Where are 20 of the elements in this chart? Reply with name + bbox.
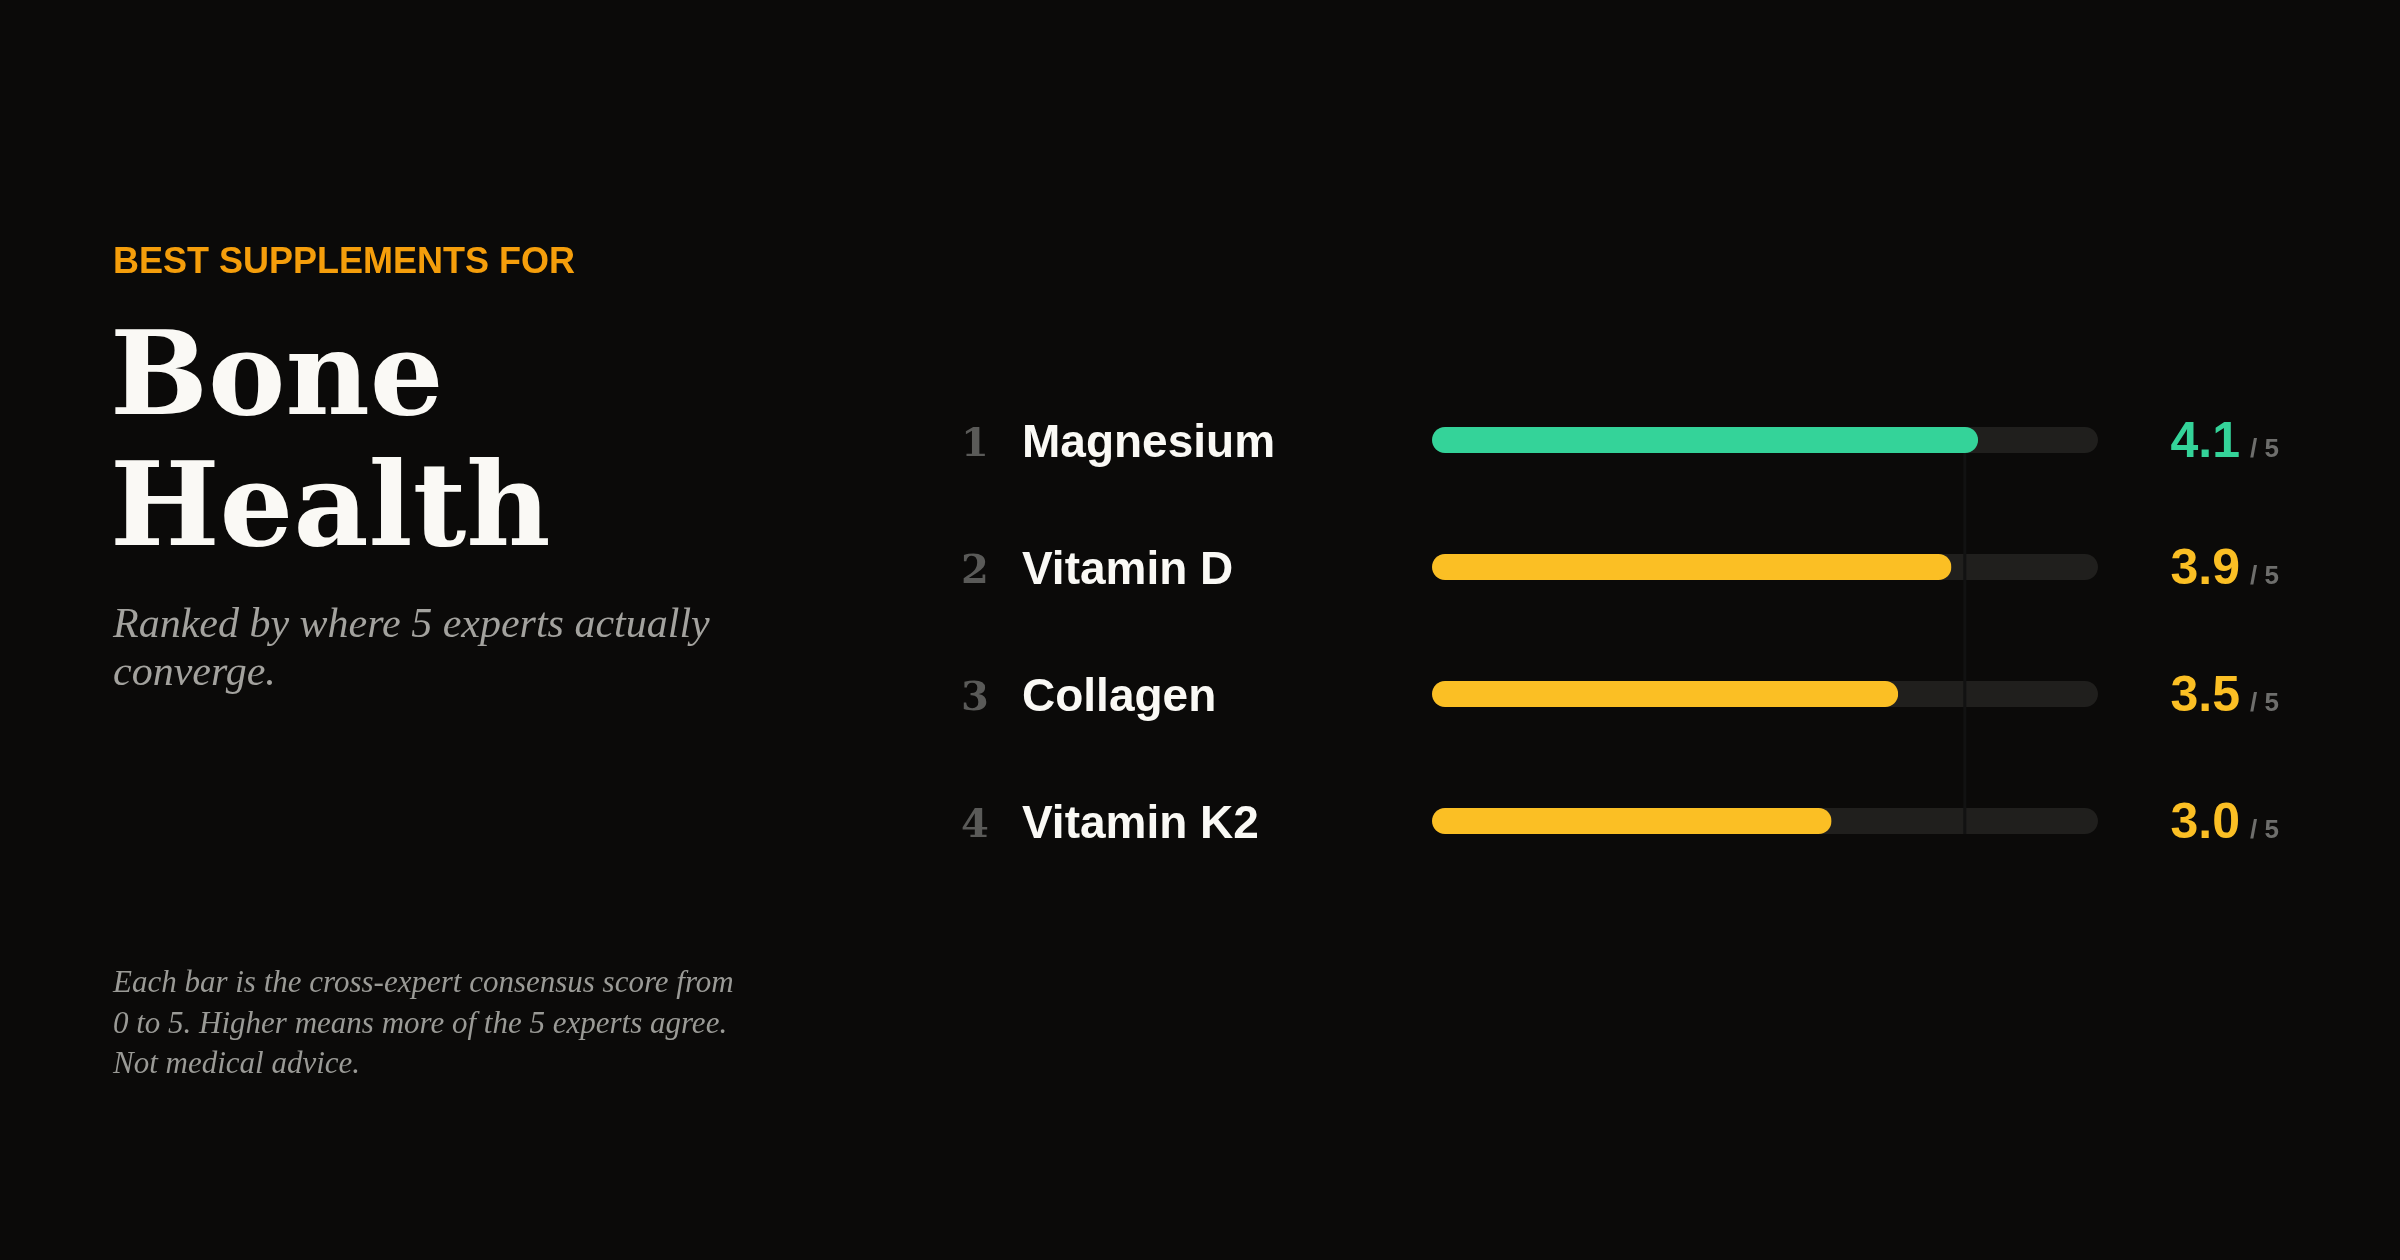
y-tick-label: Collagen bbox=[1022, 669, 1217, 721]
data-label: 3.5 bbox=[2170, 666, 2240, 722]
data-label: 4.1 bbox=[2170, 412, 2240, 468]
text: 4 bbox=[961, 799, 989, 846]
text: / 5 bbox=[2250, 433, 2279, 463]
data-label: 3.0 bbox=[2170, 793, 2240, 849]
text: Ranked by where 5 experts actually converge. bbox=[112, 600, 711, 694]
text: BEST SUPPLEMENTS FOR bbox=[113, 240, 576, 281]
text: / 5 bbox=[2250, 814, 2279, 844]
data-label: 3.9 bbox=[2170, 539, 2240, 595]
text: 2 bbox=[961, 545, 989, 592]
text: / 5 bbox=[2250, 560, 2279, 590]
y-tick-label: Magnesium bbox=[1022, 415, 1276, 467]
y-tick-label: Vitamin K2 bbox=[1022, 796, 1259, 848]
text: Each bar is the cross-expert consensus score from 0 to 5. Higher means more of the 5 experts agree. Not medical advice. bbox=[112, 964, 734, 1080]
y-tick-label: Vitamin D bbox=[1022, 542, 1234, 594]
text: 3 bbox=[961, 672, 989, 719]
text: 1 bbox=[961, 418, 989, 465]
text: / 5 bbox=[2250, 687, 2279, 717]
text: Bone Health bbox=[110, 305, 551, 572]
